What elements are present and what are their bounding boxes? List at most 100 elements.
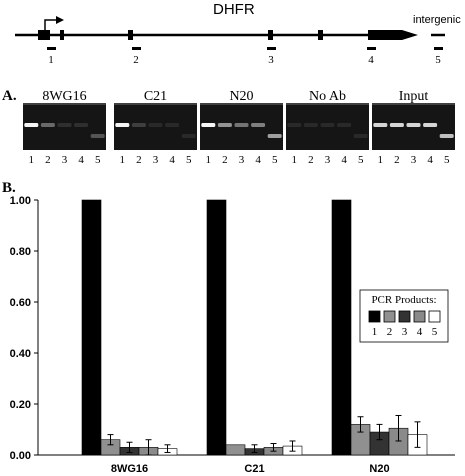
panel-b-label: B. bbox=[2, 180, 16, 196]
gel-band bbox=[165, 123, 180, 127]
amplicon-bar bbox=[132, 47, 141, 50]
gel-image bbox=[114, 105, 197, 150]
legend-label: 4 bbox=[417, 326, 423, 338]
y-tick-label: 0.60 bbox=[10, 297, 31, 309]
gel-image bbox=[286, 105, 369, 150]
gel-image bbox=[200, 105, 283, 150]
gel-band bbox=[439, 134, 454, 138]
lane-label: 1 bbox=[120, 154, 126, 166]
gel-band bbox=[337, 123, 352, 127]
exon bbox=[268, 30, 273, 40]
lane-label: 4 bbox=[427, 154, 433, 166]
lane-label: 4 bbox=[78, 154, 84, 166]
legend-label: 3 bbox=[402, 326, 408, 338]
lane-label: 2 bbox=[45, 154, 51, 166]
exon bbox=[60, 30, 64, 40]
lane-label: 3 bbox=[62, 154, 68, 166]
lane-label: 2 bbox=[308, 154, 314, 166]
gel-band bbox=[24, 123, 39, 127]
gel-image bbox=[23, 105, 106, 150]
gel-band bbox=[115, 123, 130, 127]
lane-label: 3 bbox=[153, 154, 159, 166]
gene-map: DHFR intergenic 1 2 3 4 5 bbox=[15, 1, 461, 66]
gel-group-label: C21 bbox=[144, 89, 167, 104]
legend-swatch bbox=[368, 310, 381, 323]
amplicon-bar bbox=[267, 47, 276, 50]
lane-label: 1 bbox=[378, 154, 384, 166]
exon bbox=[318, 30, 323, 40]
gel-band bbox=[267, 134, 282, 138]
legend-label: 2 bbox=[387, 326, 393, 338]
lane-label: 4 bbox=[169, 154, 175, 166]
legend-title: PCR Products: bbox=[371, 294, 436, 306]
lane-label: 5 bbox=[272, 154, 278, 166]
amplicon-label: 4 bbox=[368, 54, 374, 66]
lane-label: 1 bbox=[206, 154, 212, 166]
lane-label: 2 bbox=[136, 154, 142, 166]
gel-band bbox=[74, 123, 89, 127]
amplicon-bar bbox=[434, 47, 443, 50]
legend-swatch bbox=[413, 310, 426, 323]
gel-group-label: Input bbox=[399, 89, 429, 104]
lane-label: 5 bbox=[186, 154, 192, 166]
bar bbox=[331, 199, 352, 456]
legend-swatch bbox=[398, 310, 411, 323]
lane-label: 4 bbox=[341, 154, 347, 166]
legend-swatch bbox=[428, 310, 441, 323]
amplicon-label: 1 bbox=[48, 54, 54, 66]
amplicon-bar bbox=[47, 47, 56, 50]
tss-arrowhead bbox=[56, 16, 64, 24]
amplicon-markers: 1 2 3 4 5 bbox=[47, 47, 443, 66]
gel-band bbox=[320, 123, 335, 127]
gel-band bbox=[353, 134, 368, 138]
intergenic-label: intergenic bbox=[413, 14, 461, 26]
gel-band bbox=[389, 123, 404, 127]
exon bbox=[38, 30, 50, 40]
lane-label: 5 bbox=[95, 154, 101, 166]
gel-group-label: No Ab bbox=[309, 89, 346, 104]
gel-band bbox=[234, 123, 249, 127]
lane-label: 1 bbox=[292, 154, 298, 166]
amplicon-bar bbox=[367, 47, 376, 50]
bar bbox=[225, 444, 246, 456]
gel-band bbox=[406, 123, 421, 127]
panel-b: B. 0.00 0.20 0.40 0.60 0.80 1.00 8WG16 C21 N20 PC… bbox=[2, 180, 455, 475]
legend-label: 5 bbox=[432, 326, 438, 338]
gel-band bbox=[287, 123, 302, 127]
x-category-label: 8WG16 bbox=[111, 463, 148, 475]
gel-band bbox=[303, 123, 318, 127]
gel-band bbox=[217, 123, 232, 127]
gel-band bbox=[131, 123, 146, 127]
bar bbox=[81, 199, 102, 456]
y-tick-label: 1.00 bbox=[10, 195, 31, 207]
lane-label: 2 bbox=[394, 154, 400, 166]
gel-group-label: 8WG16 bbox=[42, 89, 86, 104]
panel-a-label: A. bbox=[2, 88, 17, 104]
gel-band bbox=[373, 123, 388, 127]
amplicon-label: 2 bbox=[133, 54, 139, 66]
gel-group-label: N20 bbox=[229, 89, 253, 104]
y-tick-label: 0.00 bbox=[10, 450, 31, 462]
lane-label: 5 bbox=[358, 154, 364, 166]
gel-band bbox=[57, 123, 72, 127]
bar-chart: 0.00 0.20 0.40 0.60 0.80 1.00 8WG16 C21 N20 PCR P… bbox=[10, 195, 455, 475]
amplicon-label: 3 bbox=[268, 54, 274, 66]
y-tick-label: 0.40 bbox=[10, 348, 31, 360]
lane-label: 3 bbox=[239, 154, 245, 166]
lane-label: 1 bbox=[29, 154, 35, 166]
y-tick-label: 0.80 bbox=[10, 246, 31, 258]
gel-band bbox=[423, 123, 438, 127]
lane-label: 3 bbox=[325, 154, 331, 166]
gel-image bbox=[372, 105, 455, 150]
x-category-label: N20 bbox=[369, 463, 389, 475]
amplicon-label: 5 bbox=[435, 54, 441, 66]
gel-band bbox=[201, 123, 216, 127]
exon bbox=[128, 30, 133, 40]
lane-label: 4 bbox=[255, 154, 261, 166]
gel-band bbox=[40, 123, 55, 127]
y-tick-label: 0.20 bbox=[10, 399, 31, 411]
gel-band bbox=[90, 134, 105, 138]
